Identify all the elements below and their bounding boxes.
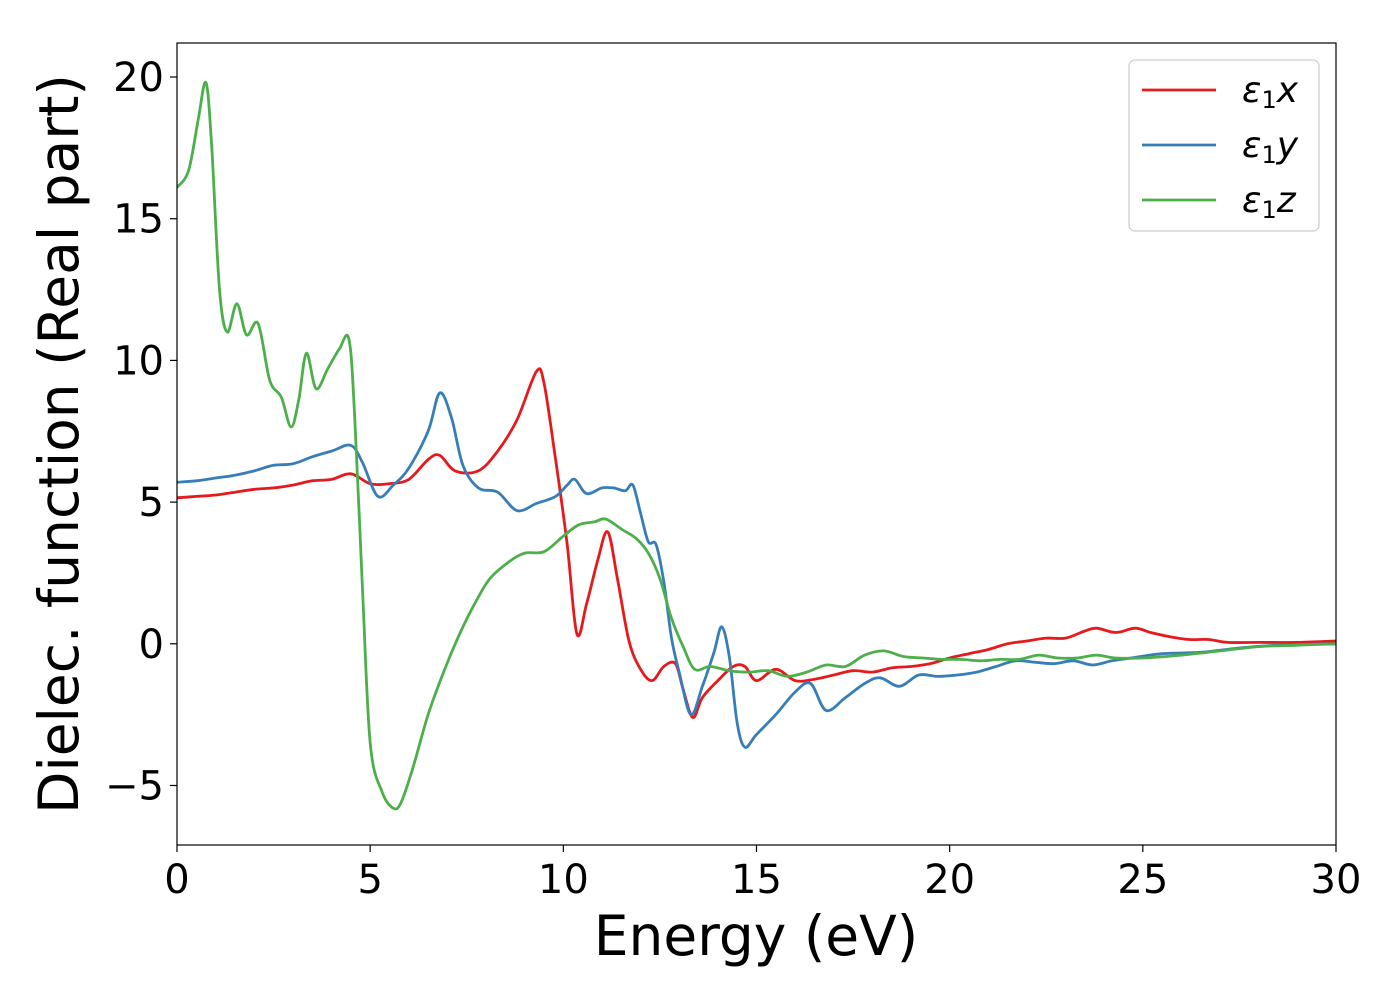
y-tick-label: 15 [113, 197, 164, 243]
axis-ticks: 0 5 10 15 20 25 30 −5 0 5 10 15 20 [105, 55, 1361, 903]
x-tick-label: 0 [164, 857, 189, 903]
plot-area [177, 80, 1336, 811]
legend-label-y: ε1y [1242, 125, 1299, 169]
legend-label-x: ε1x [1242, 70, 1299, 114]
y-tick-label: 10 [113, 338, 164, 384]
legend-label-z: ε1z [1242, 180, 1297, 224]
x-tick-label: 10 [538, 857, 589, 903]
series-line-y [177, 391, 1336, 749]
y-tick-label: 20 [113, 55, 164, 101]
series-line-z [177, 80, 1336, 811]
x-axis-label: Energy (eV) [594, 904, 918, 968]
x-tick-label: 15 [731, 857, 782, 903]
x-tick-label: 25 [1117, 857, 1168, 903]
legend: ε1x ε1y ε1z [1128, 59, 1320, 232]
legend-box [1128, 59, 1320, 232]
y-tick-label: −5 [105, 763, 164, 809]
series-line-x [177, 367, 1336, 719]
x-tick-label: 30 [1311, 857, 1362, 903]
y-tick-label: 5 [139, 480, 164, 526]
y-axis-label: Dielec. function (Real part) [27, 74, 91, 814]
x-tick-label: 20 [924, 857, 975, 903]
y-tick-label: 0 [139, 622, 164, 668]
x-tick-label: 5 [357, 857, 382, 903]
